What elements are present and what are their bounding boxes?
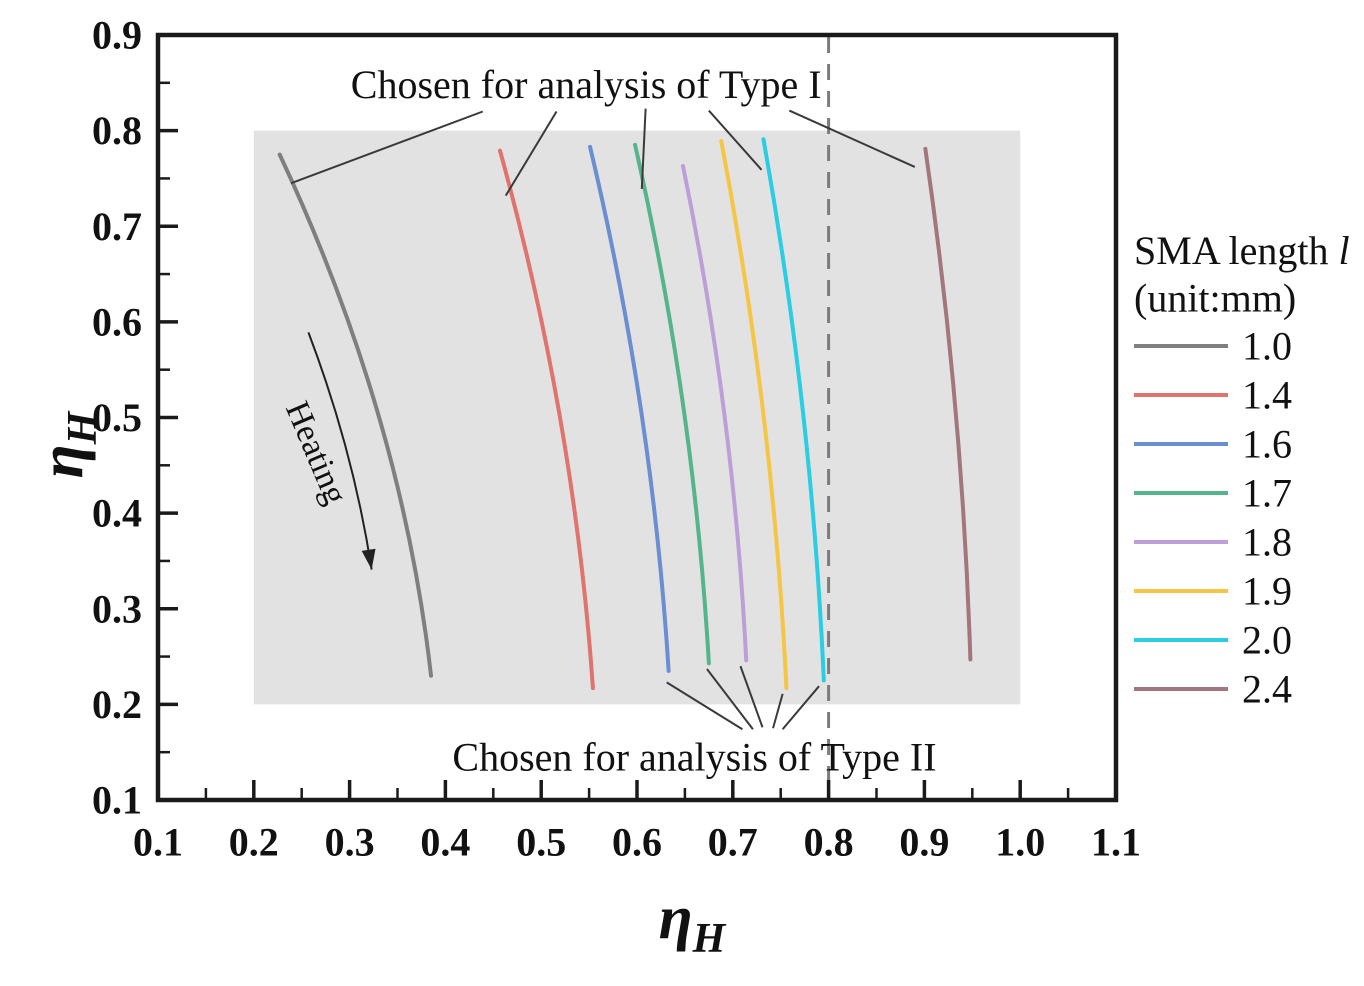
legend-entry-1.4: 1.4 [1134,373,1292,418]
curve-2.0 [761,137,826,683]
x-tick-label: 1.1 [1091,820,1141,865]
y-tick-label: 0.2 [92,682,142,727]
curve-2.4 [923,146,973,662]
legend-entry-1.8: 1.8 [1134,520,1292,565]
legend-entry-label: 2.0 [1242,618,1292,663]
legend-entry-label: 2.4 [1242,667,1292,712]
legend-entry-label: 1.0 [1242,324,1292,369]
legend-entry-1.6: 1.6 [1134,422,1292,467]
legend-entry-2.4: 2.4 [1134,667,1292,712]
x-tick-label: 0.2 [229,820,279,865]
x-tick-label: 1.0 [995,820,1045,865]
annotation-type1-label: Chosen for analysis of Type I [351,62,822,107]
y-tick-label: 0.9 [92,13,142,58]
x-tick-label: 0.1 [133,820,183,865]
legend-entry-label: 1.9 [1242,569,1292,614]
y-tick-label: 0.8 [92,108,142,153]
y-tick-label: 0.5 [92,395,142,440]
legend-entry-label: 1.6 [1242,422,1292,467]
y-axis-label-text: ηH [28,410,106,478]
x-tick-label: 0.6 [612,820,662,865]
y-tick-labels: 0.1 0.2 0.3 0.4 0.5 0.6 0.7 0.8 0.9 [92,13,142,823]
legend-entry-1.9: 1.9 [1134,569,1292,614]
legend-entry-label: 1.7 [1242,471,1292,516]
legend-entry-1.7: 1.7 [1134,471,1292,516]
curve-1.6 [588,144,671,673]
y-tick-label: 0.6 [92,299,142,344]
curve-1.7 [633,142,711,666]
legend-entry-2.0: 2.0 [1134,618,1292,663]
y-tick-label: 0.4 [92,491,142,536]
y-tick-label: 0.1 [92,778,142,823]
x-tick-label: 0.4 [420,820,470,865]
curve-1.8 [680,164,749,663]
x-tick-labels: 0.1 0.2 0.3 0.4 0.5 0.6 0.7 0.8 0.9 1.0 1.1 [133,820,1141,865]
legend-entry-label: 1.4 [1242,373,1292,418]
y-tick-label: 0.3 [92,586,142,631]
legend-subtitle: (unit:mm) [1134,276,1296,321]
x-tick-label: 0.3 [325,820,375,865]
x-tick-label: 0.7 [708,820,758,865]
curve-1.9 [719,139,789,691]
x-axis-label: ηH [659,884,727,962]
y-axis-label: ηH [28,410,106,478]
legend: SMA length l(unit:mm)1.01.41.61.71.81.92… [1134,228,1350,712]
x-tick-label: 0.8 [804,820,854,865]
annotation-type1: Chosen for analysis of Type I [290,62,916,197]
shaded-region [253,130,1021,705]
curve-1.0 [277,152,434,678]
x-tick-label: 0.5 [516,820,566,865]
annotation-type2-label: Chosen for analysis of Type II [452,734,936,779]
plot-frame [155,32,1119,803]
axis-ticks [156,33,1118,802]
legend-entry-1.0: 1.0 [1134,324,1292,369]
legend-entry-label: 1.8 [1242,520,1292,565]
x-axis-label-text: ηH [659,884,727,962]
annotation-type2: Chosen for analysis of Type II [452,665,937,779]
y-tick-label: 0.7 [92,204,142,249]
x-tick-label: 0.9 [899,820,949,865]
heating-arrowhead-icon [361,548,376,570]
heating-arrow-line [307,332,373,570]
curve-1.4 [498,148,595,691]
legend-title: SMA length l [1134,228,1350,273]
